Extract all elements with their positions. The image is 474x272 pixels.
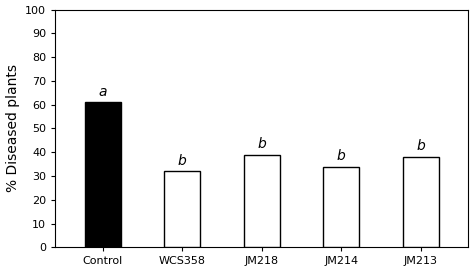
Bar (244, 155, 280, 248)
Text: b: b (257, 137, 266, 151)
Y-axis label: % Diseased plants: % Diseased plants (6, 64, 19, 193)
Text: b: b (416, 140, 425, 153)
Bar (164, 171, 200, 248)
Bar (403, 157, 438, 248)
Text: a: a (99, 85, 107, 99)
Bar (323, 166, 359, 248)
Text: b: b (178, 154, 187, 168)
Text: b: b (337, 149, 346, 163)
Bar (85, 102, 121, 248)
